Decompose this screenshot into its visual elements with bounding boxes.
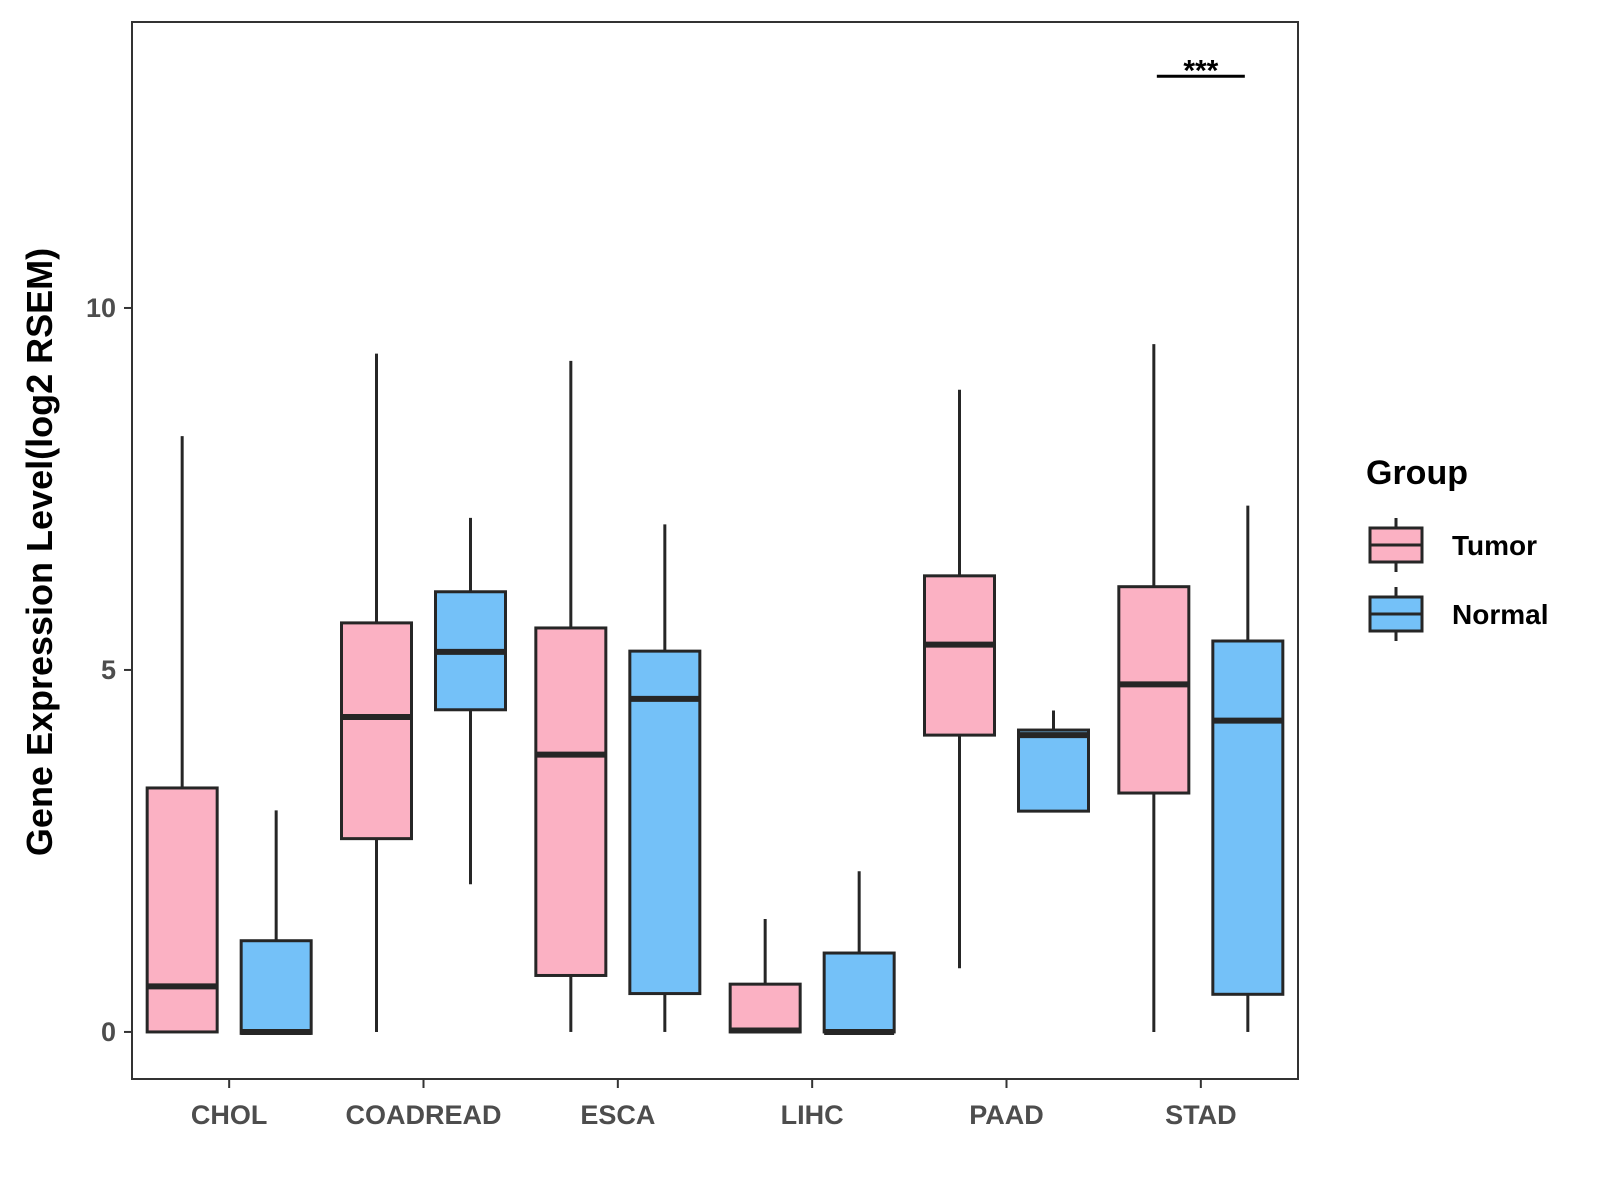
x-tick-label-esca: ESCA xyxy=(580,1100,655,1130)
box-body xyxy=(822,951,896,1034)
x-tick-label-stad: STAD xyxy=(1165,1100,1237,1130)
y-tick-label: 10 xyxy=(86,293,116,323)
box-body xyxy=(145,786,219,1034)
y-axis-title: Gene Expression Level(log2 RSEM) xyxy=(19,248,60,856)
legend: Group Tumor Normal xyxy=(1366,454,1548,641)
box-body xyxy=(534,626,608,977)
box-body xyxy=(239,939,313,1035)
box-body xyxy=(923,574,996,737)
box-normal-coadread xyxy=(434,517,507,885)
box-normal-paad xyxy=(1017,710,1090,813)
legend-entry-tumor: Tumor xyxy=(1368,518,1537,572)
x-tick-label-lihc: LIHC xyxy=(781,1100,844,1130)
x-tick-label-chol: CHOL xyxy=(191,1100,268,1130)
boxes-layer xyxy=(145,344,1285,1035)
box-normal-lihc xyxy=(822,871,896,1035)
box-body xyxy=(628,649,702,996)
plot-panel xyxy=(131,21,1299,1080)
x-tick-label-coadread: COADREAD xyxy=(345,1100,501,1130)
y-tick-label: 5 xyxy=(101,655,116,685)
box-body xyxy=(1117,585,1191,795)
box-normal-chol xyxy=(239,810,313,1035)
x-axis: CHOL COADREAD ESCA LIHC PAAD STAD xyxy=(191,1079,1237,1130)
box-tumor-stad xyxy=(1117,344,1191,1032)
box-normal-stad xyxy=(1211,505,1285,1032)
significance-label: *** xyxy=(1183,54,1218,87)
box-body xyxy=(1211,639,1285,996)
box-body xyxy=(340,621,413,841)
box-tumor-chol xyxy=(145,436,219,1034)
legend-label: Normal xyxy=(1452,599,1548,630)
legend-entry-normal: Normal xyxy=(1368,587,1548,641)
legend-title: Group xyxy=(1366,454,1468,492)
x-tick-label-paad: PAAD xyxy=(969,1100,1044,1130)
box-normal-esca xyxy=(628,524,702,1032)
box-body xyxy=(728,982,802,1034)
box-tumor-lihc xyxy=(728,919,802,1034)
box-tumor-esca xyxy=(534,360,608,1032)
y-tick-label: 0 xyxy=(101,1017,116,1047)
box-body xyxy=(1017,728,1090,813)
y-axis: 0 5 10 xyxy=(86,293,132,1047)
annotation-layer: *** xyxy=(1156,54,1245,87)
legend-label: Tumor xyxy=(1452,530,1537,561)
box-tumor-paad xyxy=(923,389,996,969)
box-tumor-coadread xyxy=(340,353,413,1032)
